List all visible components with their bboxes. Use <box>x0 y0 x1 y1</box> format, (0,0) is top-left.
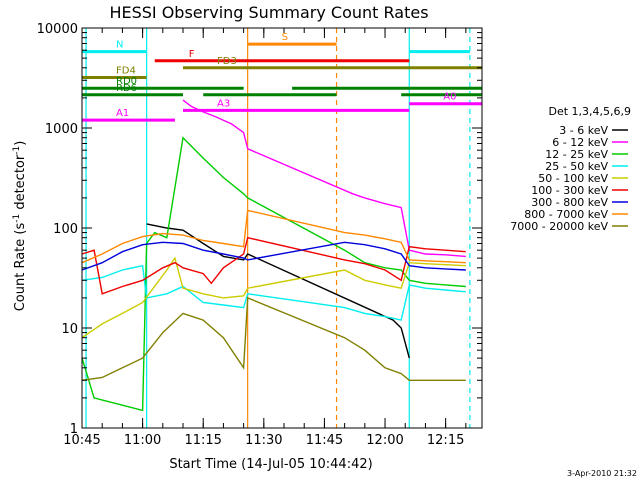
x-tick-label: 12:15 <box>427 433 464 448</box>
y-tick-label: 100 <box>53 222 78 237</box>
series-line-1 <box>182 99 466 258</box>
y-axis-label-sup2: -1 <box>12 146 22 155</box>
flag-label-5: RD0 <box>116 76 137 87</box>
x-axis-label: Start Time (14-Jul-05 10:44:42) <box>169 457 372 472</box>
x-tick-label: 11:30 <box>245 433 282 448</box>
flag-label-0: N <box>116 40 123 51</box>
flag-label-6: RD6 <box>116 83 137 94</box>
series-line-2 <box>81 136 466 412</box>
x-tick-label: 11:45 <box>306 433 343 448</box>
y-axis-label-mid: detector <box>13 154 28 214</box>
flag-label-2: F <box>189 49 195 60</box>
legend-title: Det 1,3,4,5,6,9 <box>548 105 631 118</box>
legend-label-6: 300 - 800 keV <box>531 196 608 209</box>
legend-label-3: 25 - 50 keV <box>545 160 608 173</box>
series-line-0 <box>146 223 410 359</box>
y-tick-label: 1000 <box>45 122 78 137</box>
y-axis-label-sup: -1 <box>12 214 22 223</box>
series-line-7 <box>81 209 466 264</box>
series-line-3 <box>81 264 466 321</box>
timestamp: 3-Apr-2010 21:32 <box>567 469 637 478</box>
x-tick-label: 11:15 <box>184 433 221 448</box>
series-line-5 <box>81 236 466 295</box>
x-tick-label: 12:00 <box>366 433 403 448</box>
flag-label-3: FD3 <box>217 56 237 67</box>
flag-label-4: FD4 <box>116 65 136 76</box>
y-tick-label: 1 <box>70 422 78 437</box>
y-tick-label: 10000 <box>37 22 78 37</box>
series-line-8 <box>81 296 466 381</box>
y-tick-label: 10 <box>61 322 78 337</box>
legend-label-7: 800 - 7000 keV <box>524 208 608 221</box>
legend-label-8: 7000 - 20000 keV <box>510 220 608 233</box>
x-tick-label: 11:00 <box>124 433 161 448</box>
chart-title: HESSI Observing Summary Count Rates <box>109 3 428 22</box>
legend-label-4: 50 - 100 keV <box>538 172 608 185</box>
flag-label-7: A1 <box>116 108 129 119</box>
series-line-6 <box>81 241 466 271</box>
legend-label-5: 100 - 300 keV <box>531 184 608 197</box>
flag-label-8: A3 <box>217 98 230 109</box>
legend-label-0: 3 - 6 keV <box>559 124 608 137</box>
series-line-4 <box>81 256 466 339</box>
flag-label-9: A0 <box>443 92 456 103</box>
legend-label-2: 12 - 25 keV <box>545 148 608 161</box>
legend-label-1: 6 - 12 keV <box>552 136 608 149</box>
y-axis-label-main: Count Rate (s <box>13 223 28 312</box>
x-tick-label: 10:45 <box>63 433 100 448</box>
flag-label-1: S <box>282 32 288 43</box>
y-axis-label: Count Rate (s-1 detector-1) <box>12 141 28 312</box>
y-axis-label-end: ) <box>13 141 28 146</box>
